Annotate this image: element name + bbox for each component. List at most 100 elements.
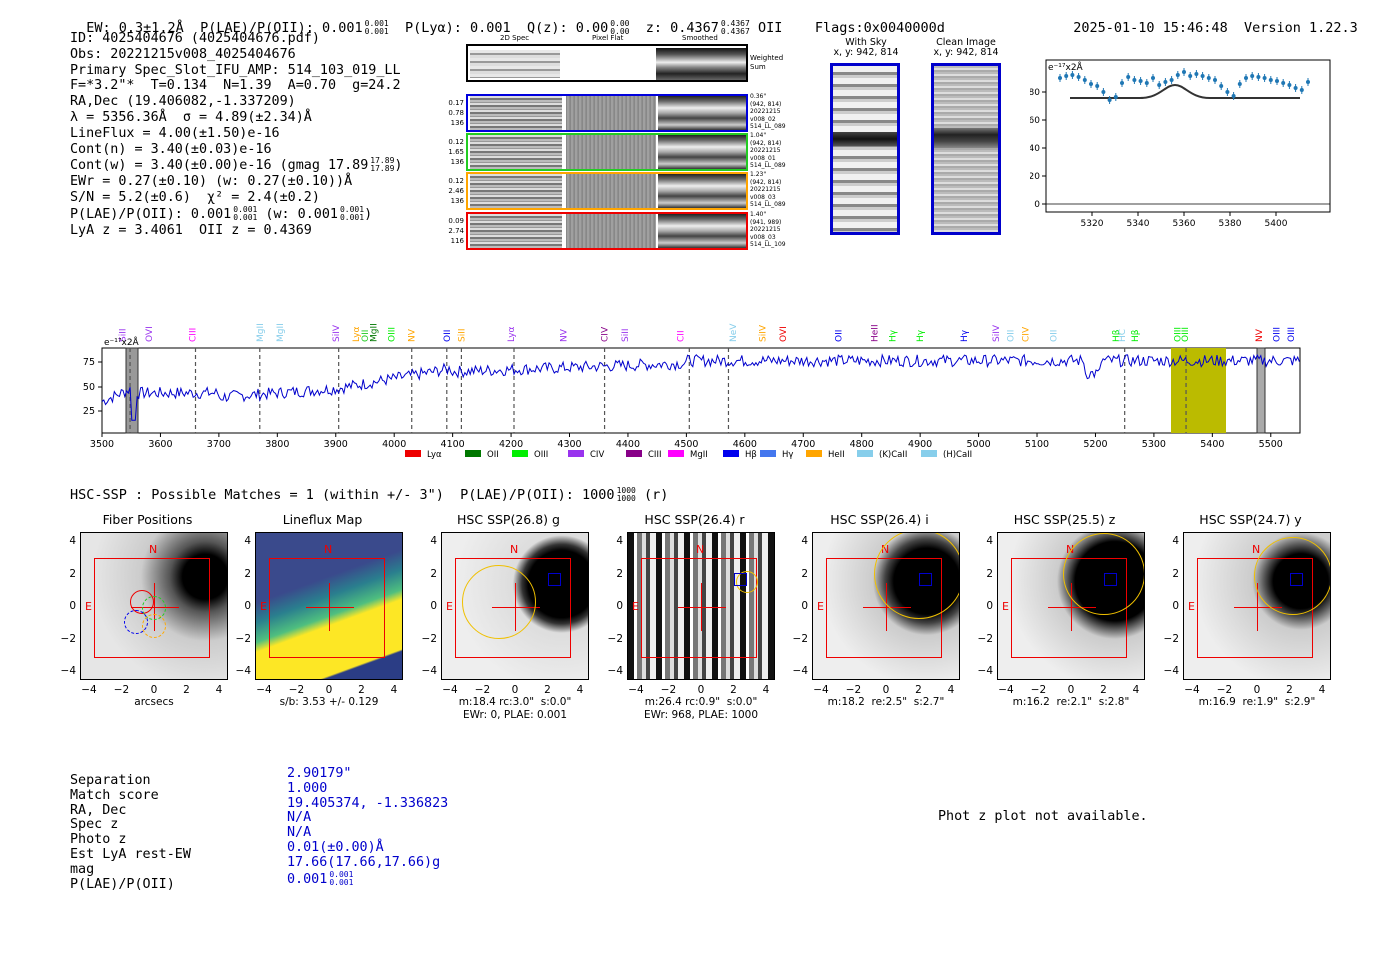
emission-line-label: Lyα: [507, 326, 517, 342]
source-square: [734, 573, 747, 586]
legend-item: (K)CaII: [857, 450, 907, 460]
hsc-ytick: 2: [1172, 567, 1179, 580]
zoom-point: [1126, 75, 1131, 79]
spectrum-xtick-label: 4900: [908, 439, 932, 450]
match-circle: [1063, 533, 1144, 615]
hsc-xtick: 0: [150, 684, 158, 696]
svg-text:HeII: HeII: [828, 450, 845, 460]
hsc-ytick: 0: [1172, 600, 1179, 612]
hsc-ytick: 2: [244, 567, 251, 580]
hsc-ytick: −2: [1163, 632, 1179, 645]
hsc-panel: HSC SSP(26.4) r N E 4 2 0 −2 −4 −4 −2 0 2 4 m:26.4 rc…: [607, 512, 782, 722]
hsc-panel: Lineflux Map N E 4 2 0 −2 −4 −4 −2 0 2 4 s/b: 3.53 +/…: [235, 512, 410, 722]
hsc-title-end: (r): [643, 487, 669, 503]
spectrum-xtick-label: 4500: [674, 439, 698, 450]
hsc-panel-caption-2: EWr: 968, PLAE: 1000: [643, 709, 759, 721]
crosshair-h: [306, 607, 354, 608]
hsc-xtick: −4: [256, 684, 272, 696]
hsc-ytick: 0: [986, 600, 993, 612]
hsc-ytick: −4: [235, 665, 251, 677]
hsc-panel-title: HSC SSP(26.8) g: [457, 512, 560, 527]
header-qz-frac: 0.00 0.00: [610, 19, 630, 36]
zoom-ytick-label: 20: [1030, 172, 1040, 182]
hsc-xtick: 0: [697, 684, 705, 696]
hsc-xtick: 4: [947, 684, 955, 696]
zoom-point: [1287, 83, 1292, 87]
svg-text:CIV: CIV: [601, 326, 611, 342]
hsc-panel: HSC SSP(26.8) g N E 4 2 0 −2 −4 −4 −2 0 2 4 m:18.4 rc…: [421, 512, 596, 722]
emission-line-label: Hβ: [1131, 329, 1141, 342]
info-block: ID: 4025404676 (4025404676.pdf) Obs: 202…: [70, 31, 402, 238]
match-value: 19.405374, -1.336823: [287, 795, 449, 811]
zoom-ytick-label: 40: [1030, 144, 1040, 154]
zoom-point: [1206, 76, 1211, 80]
emission-line-label: OII: [1007, 330, 1017, 342]
weighted-sum-label: Weighted Sum: [750, 54, 784, 71]
legend-item: OIII: [512, 450, 548, 460]
spectrum-xtick-label: 4300: [557, 439, 581, 450]
svg-text:Lyα: Lyα: [427, 450, 442, 460]
hsc-xtick: 0: [882, 684, 890, 696]
svg-text:NV: NV: [1255, 328, 1265, 342]
legend-item: CIII: [626, 450, 661, 460]
match-value: N/A: [287, 810, 312, 826]
cutout-smooth-image: [658, 214, 746, 248]
info-plae-frac: 0.001 0.001: [233, 204, 258, 222]
legend-item: Hγ: [760, 450, 793, 460]
svg-text:CIV: CIV: [1021, 326, 1031, 342]
cutout-row-desc: 1.04" (942, 814) 20221215 v008_01 514_LL_089: [750, 132, 786, 169]
cutout-flat-image: [566, 96, 656, 130]
spectrum-xtick-label: 5400: [1200, 439, 1224, 450]
spectrum-xtick-label: 3600: [148, 439, 172, 450]
north-label: N: [1252, 543, 1261, 556]
source-square: [1290, 573, 1303, 586]
east-label: E: [632, 600, 639, 613]
zoom-point: [1275, 79, 1279, 83]
hsc-panel-caption: m:26.4 rc:0.9" s:0.0": [644, 696, 758, 708]
hsc-ytick: −2: [421, 632, 437, 645]
hsc-ytick: −4: [607, 665, 623, 677]
emission-line-label: CIV: [601, 326, 611, 342]
hsc-xtick: 4: [1318, 684, 1326, 696]
north-label: N: [149, 543, 158, 556]
emission-line-label: Hγ: [889, 329, 899, 342]
hsc-panel-caption: m:18.4 rc:3.0" s:0.0": [458, 696, 572, 708]
with-sky-title: With Sky x, y: 942, 814: [833, 37, 899, 58]
svg-text:Hβ: Hβ: [1131, 329, 1141, 342]
zoom-fit-curve: [1070, 83, 1300, 99]
emission-line-label: CIV: [1021, 326, 1031, 342]
crosshair-v: [701, 583, 702, 631]
header-z: z: 0.4367: [645, 20, 719, 36]
cutout-2d-image: [470, 214, 562, 248]
crosshair-h: [863, 607, 911, 608]
hsc-ytick: 4: [616, 535, 623, 547]
hsc-panel: HSC SSP(24.7) y N E 4 2 0 −2 −4 −4 −2 0 2 4 m:16.9 re…: [1163, 512, 1338, 722]
cutouts-panel: 2D Spec Pixel Flat Smoothed Weighted Sum …: [448, 34, 786, 256]
cutout-row-stats: 0.09 2.74 116: [448, 217, 464, 245]
svg-text:OIII: OIII: [1181, 327, 1191, 342]
emission-line-label: OIII: [1273, 327, 1283, 342]
cutout-row-stats: 0.17 0.78 136: [448, 99, 464, 127]
header-z-frac: 0.4367 0.4367: [720, 19, 750, 36]
zoom-point: [1157, 83, 1162, 87]
cutout-flat-image: [566, 135, 656, 169]
info-f: F=*3.2"* T=0.134 N=1.39 A=0.70 g=24.2: [70, 78, 401, 94]
emission-line-label: OII: [361, 330, 371, 342]
hsc-ytick: 2: [986, 567, 993, 580]
match-label: mag: [70, 861, 95, 877]
zoom-point: [1144, 81, 1149, 85]
match-label: Photo z: [70, 832, 127, 848]
info-plae-w-frac: 0.001 0.001: [339, 204, 365, 222]
hsc-ytick: −2: [235, 632, 251, 645]
zoom-point: [1113, 95, 1118, 99]
zoom-xtick-label: 5400: [1265, 219, 1288, 229]
spectrum-xtick-label: 4700: [791, 439, 815, 450]
crosshair-v: [1071, 583, 1072, 631]
svg-text:CIII: CIII: [648, 450, 661, 460]
hsc-ytick: 4: [69, 535, 76, 547]
zoom-point: [1082, 78, 1087, 82]
match-value: 2.90179": [287, 766, 352, 781]
